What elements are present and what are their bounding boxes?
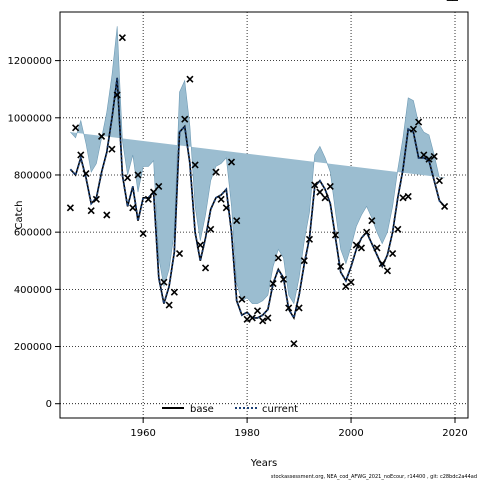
observation-marker <box>134 171 142 179</box>
observation-marker <box>66 204 74 212</box>
observation-markers <box>66 0 459 348</box>
y-axis-label: Catch <box>14 201 25 230</box>
observation-marker <box>98 132 106 140</box>
observation-marker <box>222 204 230 212</box>
observation-marker <box>311 181 319 189</box>
observation-marker <box>295 304 303 312</box>
legend-current-label: current <box>262 404 298 415</box>
observation-marker <box>165 301 173 309</box>
observation-marker <box>269 280 277 288</box>
x-tick-label: 2020 <box>442 428 467 439</box>
y-tick-label: 400000 <box>14 285 52 296</box>
observation-marker <box>72 124 80 132</box>
observation-marker <box>430 152 438 160</box>
observation-marker <box>305 235 314 243</box>
observation-marker <box>186 75 194 83</box>
observation-marker <box>181 115 189 123</box>
observation-marker <box>113 91 121 99</box>
observation-marker <box>363 228 371 236</box>
y-tick-label: 800000 <box>14 170 52 181</box>
observation-marker <box>290 340 298 348</box>
observation-marker <box>441 202 449 210</box>
observation-marker <box>425 155 433 163</box>
observation-marker <box>394 225 402 233</box>
observation-marker <box>326 182 334 190</box>
observation-marker <box>129 204 137 212</box>
x-tick-label: 1960 <box>130 428 155 439</box>
observation-marker <box>253 307 262 315</box>
observation-marker <box>316 188 324 196</box>
observation-marker <box>196 241 204 249</box>
observation-marker <box>227 158 236 166</box>
observation-marker <box>77 151 85 159</box>
y-tick-label: 1200000 <box>7 56 52 67</box>
observation-marker <box>191 161 199 169</box>
observation-marker <box>321 194 329 202</box>
observation-marker <box>238 295 246 303</box>
observation-marker <box>170 288 178 296</box>
y-tick-label: 600000 <box>14 228 52 239</box>
y-tick-label: 200000 <box>14 342 52 353</box>
observation-marker <box>274 254 282 262</box>
x-axis-label: Years <box>250 458 277 469</box>
observation-marker <box>233 217 241 225</box>
legend: base current <box>162 404 298 415</box>
observation-marker <box>404 192 412 200</box>
y-axis: 0 200000 400000 600000 800000 1000000 1200000 <box>7 56 60 410</box>
observation-marker <box>144 195 152 203</box>
observation-marker <box>108 145 116 153</box>
observation-marker <box>155 182 163 190</box>
y-tick-label: 1000000 <box>7 113 52 124</box>
observation-marker <box>201 264 210 272</box>
observation-marker <box>357 244 366 252</box>
observation-marker <box>118 34 126 42</box>
confidence-band-area <box>70 26 445 305</box>
observation-marker <box>415 118 423 126</box>
plot-frame <box>59 11 469 419</box>
x-tick-label: 1980 <box>234 428 259 439</box>
observation-marker <box>373 244 381 252</box>
observation-marker <box>383 267 392 275</box>
series-lines <box>69 77 446 321</box>
observation-marker <box>243 315 251 323</box>
observation-marker <box>259 317 267 325</box>
x-tick-label: 2000 <box>338 428 363 439</box>
observation-marker <box>92 195 100 203</box>
observation-marker <box>352 241 360 249</box>
observation-marker <box>347 278 355 286</box>
observation-marker <box>160 278 168 286</box>
footnote: stockassessment.org, NEA_cod_AFWG_2021_n… <box>271 474 477 480</box>
observation-marker <box>139 230 147 238</box>
observation-marker <box>124 174 132 182</box>
observation-marker <box>87 207 95 215</box>
observation-marker <box>368 217 376 225</box>
observation-marker <box>389 250 397 258</box>
observation-marker <box>300 257 308 265</box>
observation-marker <box>285 304 293 312</box>
observation-marker <box>212 168 220 176</box>
observation-marker <box>435 177 443 185</box>
observation-marker <box>82 169 90 178</box>
observation-marker <box>207 225 215 233</box>
observation-marker <box>279 275 288 283</box>
observation-marker <box>248 314 256 322</box>
x-axis: 1960 1980 2000 2020 <box>130 418 468 439</box>
confidence-band <box>70 26 445 305</box>
observation-marker <box>337 262 345 271</box>
observation-marker <box>149 188 158 196</box>
observation-marker <box>264 314 272 322</box>
observation-marker <box>103 211 111 219</box>
observation-marker <box>175 250 184 258</box>
legend-base-label: base <box>190 404 214 415</box>
observation-marker <box>378 260 386 268</box>
observation-marker <box>409 125 417 133</box>
series-line-current <box>69 77 446 321</box>
observation-marker <box>399 194 407 202</box>
observation-marker <box>331 231 340 239</box>
y-tick-label: 0 <box>46 399 52 410</box>
observation-marker <box>217 195 225 203</box>
